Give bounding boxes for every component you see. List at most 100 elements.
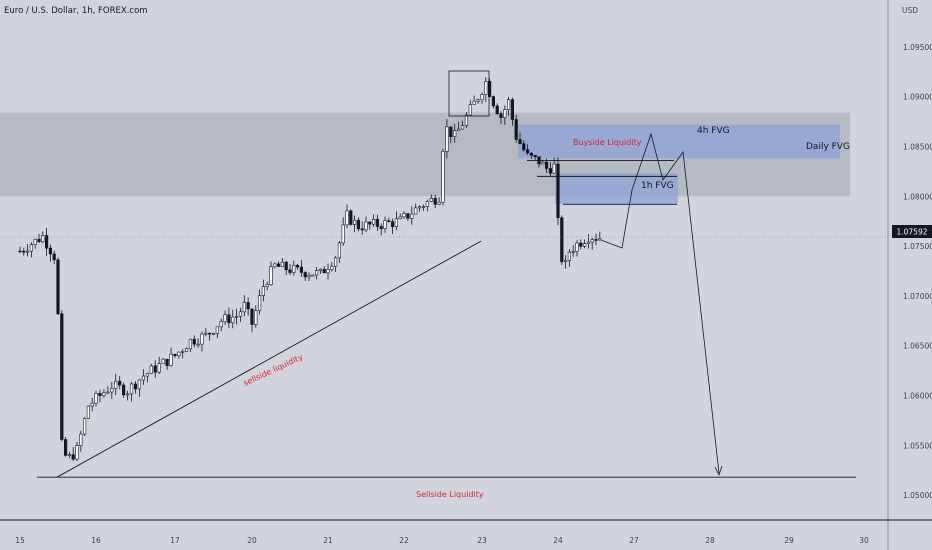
candle-52 bbox=[219, 318, 223, 332]
candle-25 bbox=[114, 373, 118, 396]
candle-body-35 bbox=[153, 365, 157, 373]
candle-4 bbox=[33, 238, 37, 249]
candle-body-64 bbox=[265, 284, 269, 287]
candle-body-54 bbox=[227, 314, 231, 324]
candle-body-0 bbox=[18, 250, 22, 253]
candle-body-97 bbox=[390, 221, 395, 227]
candle-body-38 bbox=[165, 358, 169, 366]
candle-101 bbox=[406, 213, 410, 222]
candle-body-98 bbox=[394, 218, 399, 227]
current-price-badge bbox=[892, 225, 932, 238]
candle-body-87 bbox=[352, 219, 357, 225]
candle-body-148 bbox=[586, 241, 590, 244]
candle-body-140 bbox=[556, 163, 560, 219]
candle-body-123 bbox=[491, 96, 496, 107]
candle-87 bbox=[352, 215, 357, 233]
candle-34 bbox=[149, 363, 153, 374]
candle-body-50 bbox=[211, 332, 216, 335]
candle-125 bbox=[499, 111, 503, 125]
candle-124 bbox=[495, 103, 499, 115]
candle-body-128 bbox=[510, 99, 515, 120]
candle-body-84 bbox=[341, 224, 345, 244]
candle-body-74 bbox=[303, 272, 307, 278]
x-tick-label-10: 29 bbox=[784, 536, 794, 545]
candle-body-126 bbox=[503, 109, 507, 118]
candle-39 bbox=[169, 347, 173, 367]
candle-body-66 bbox=[273, 263, 277, 268]
candle-137 bbox=[544, 158, 549, 173]
candle-body-59 bbox=[246, 302, 250, 310]
x-tick-label-5: 22 bbox=[399, 536, 409, 545]
candle-body-33 bbox=[145, 373, 149, 377]
candle-body-149 bbox=[590, 239, 594, 243]
candle-32 bbox=[141, 369, 146, 385]
candle-body-118 bbox=[472, 100, 476, 105]
candle-body-105 bbox=[421, 206, 426, 208]
y-tick-label-3: 1.08000 bbox=[903, 192, 932, 201]
daily-fvg-label: Daily FVG bbox=[806, 142, 850, 152]
x-tick-label-0: 15 bbox=[15, 536, 25, 545]
candle-body-6 bbox=[41, 235, 45, 243]
candle-body-145 bbox=[575, 242, 579, 252]
candle-107 bbox=[429, 194, 433, 203]
current-price-label: 1.07592 bbox=[896, 228, 927, 237]
candle-77 bbox=[314, 266, 319, 280]
candle-93 bbox=[375, 214, 380, 232]
candle-72 bbox=[295, 263, 300, 270]
bands-layer bbox=[0, 112, 850, 205]
candle-105 bbox=[421, 204, 426, 211]
candle-132 bbox=[525, 144, 530, 155]
candle-48 bbox=[204, 328, 208, 337]
candle-7 bbox=[44, 227, 49, 256]
candle-body-45 bbox=[192, 338, 196, 345]
candle-126 bbox=[503, 105, 507, 125]
candle-body-68 bbox=[280, 261, 285, 267]
candle-138 bbox=[548, 162, 552, 177]
candle-body-19 bbox=[90, 402, 94, 407]
candle-38 bbox=[165, 358, 169, 370]
candle-51 bbox=[215, 326, 219, 339]
candle-body-55 bbox=[231, 316, 235, 324]
candle-body-96 bbox=[387, 220, 391, 222]
candle-129 bbox=[514, 114, 518, 143]
candle-body-44 bbox=[188, 338, 193, 350]
candle-10 bbox=[56, 257, 60, 316]
candle-body-114 bbox=[456, 128, 461, 131]
candle-body-72 bbox=[295, 264, 300, 268]
candle-body-77 bbox=[314, 270, 319, 276]
candle-body-121 bbox=[484, 81, 488, 95]
candle-12 bbox=[64, 436, 68, 457]
candle-body-17 bbox=[83, 418, 87, 435]
candle-35 bbox=[153, 360, 157, 378]
candle-body-144 bbox=[571, 251, 575, 253]
candle-body-1 bbox=[22, 250, 26, 253]
candle-body-100 bbox=[402, 213, 406, 218]
candle-11 bbox=[60, 310, 64, 442]
candle-43 bbox=[184, 347, 189, 352]
candle-body-28 bbox=[126, 393, 130, 396]
candle-body-82 bbox=[333, 257, 338, 267]
candle-140 bbox=[556, 157, 560, 226]
candle-body-15 bbox=[75, 445, 79, 460]
candle-body-43 bbox=[184, 348, 189, 352]
candle-127 bbox=[506, 96, 511, 116]
candle-110 bbox=[441, 148, 445, 206]
candle-body-36 bbox=[157, 363, 161, 373]
candle-33 bbox=[145, 372, 149, 383]
candle-85 bbox=[345, 204, 349, 229]
candle-30 bbox=[133, 381, 138, 394]
candle-31 bbox=[137, 379, 142, 397]
candle-98 bbox=[394, 211, 399, 231]
candle-body-71 bbox=[292, 264, 296, 273]
candle-body-134 bbox=[533, 155, 537, 158]
candle-body-108 bbox=[433, 198, 437, 205]
candle-115 bbox=[460, 120, 465, 130]
candle-body-27 bbox=[122, 384, 126, 396]
candle-body-39 bbox=[169, 353, 173, 366]
candle-78 bbox=[318, 268, 323, 274]
candle-44 bbox=[188, 338, 193, 353]
candle-74 bbox=[303, 271, 307, 281]
candle-150 bbox=[594, 233, 598, 245]
candle-body-51 bbox=[215, 326, 219, 334]
candle-body-30 bbox=[133, 383, 138, 390]
